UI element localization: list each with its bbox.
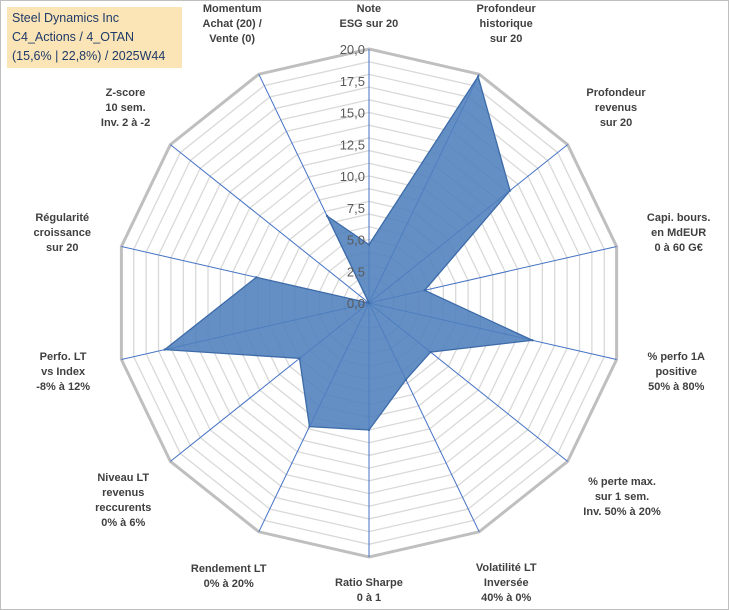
chart-title: Steel Dynamics Inc bbox=[12, 11, 119, 25]
axis-label-note-esg: Note ESG sur 20 bbox=[340, 2, 399, 32]
axis-label-line: revenus bbox=[102, 487, 145, 500]
chart-period: (15,6% | 22,8%) / 2025W44 bbox=[12, 49, 166, 63]
spoke-z-score bbox=[170, 144, 370, 304]
tick-label: 7,5 bbox=[347, 201, 365, 216]
axis-label-line: positive bbox=[655, 365, 698, 378]
axis-label-line: Inv. 50% à 20% bbox=[583, 505, 661, 518]
axis-label-line: revenus bbox=[594, 102, 638, 115]
tick-label: 15,0 bbox=[340, 106, 365, 121]
data-point-regularite-croissance bbox=[255, 276, 258, 279]
axis-label-line: sur 20 bbox=[489, 33, 523, 45]
axis-label-line: Momentum bbox=[202, 3, 262, 15]
axis-label-perte-max: % perte max. sur 1 sem. Inv. 50% à 20% bbox=[583, 475, 660, 520]
axis-label-line: 40% à 0% bbox=[481, 591, 532, 604]
axis-label-momentum: Momentum Achat (20) / Vente (0) bbox=[203, 2, 262, 47]
axis-label-line: 50% à 80% bbox=[648, 380, 705, 393]
axis-label-regularite-croissance: Régularité croissance sur 20 bbox=[34, 211, 91, 256]
axis-label-line: Perfo. LT bbox=[39, 350, 87, 363]
data-point-capi-bours bbox=[423, 289, 426, 292]
tick-label: 10,0 bbox=[340, 169, 365, 184]
tick-label: 0,0 bbox=[347, 296, 365, 311]
axis-label-profondeur-historique: Profondeur historique sur 20 bbox=[477, 2, 536, 47]
data-point-profondeur-revenus bbox=[508, 189, 512, 192]
axis-label-perfo-lt-vs-index: Perfo. LT vs Index -8% à 12% bbox=[36, 350, 90, 395]
axis-label-line: ESG sur 20 bbox=[339, 18, 399, 30]
axis-label-line: Inversée bbox=[483, 576, 529, 589]
axis-label-line: Régularité bbox=[35, 212, 90, 225]
axis-label-rendement-lt: Rendement LT 0% à 20% bbox=[191, 562, 267, 592]
data-point-ratio-sharpe bbox=[367, 428, 371, 432]
data-point-profondeur-historique bbox=[476, 75, 480, 78]
data-point-volatilite-lt bbox=[404, 378, 408, 381]
axis-label-line: 0 à 1 bbox=[356, 592, 382, 604]
axis-label-line: Capi. bours. bbox=[646, 212, 711, 225]
chart-title-box: Steel Dynamics Inc C4_Actions / 4_OTAN (… bbox=[7, 7, 182, 68]
axis-label-line: en MdEUR bbox=[651, 227, 707, 240]
axis-label-line: sur 20 bbox=[599, 117, 633, 130]
tick-label: 12,5 bbox=[340, 137, 365, 152]
axis-label-line: Inv. 2 à -2 bbox=[100, 117, 151, 130]
data-point-perte-max bbox=[429, 350, 432, 354]
axis-label-line: Z-score bbox=[105, 87, 146, 100]
data-point-perfo-1a-positive bbox=[531, 339, 534, 342]
axis-label-line: 0% à 6% bbox=[101, 517, 146, 530]
axis-label-niveau-lt-revenus: Niveau LT revenus reccurents 0% à 6% bbox=[95, 471, 151, 531]
tick-label: 2,5 bbox=[347, 264, 365, 279]
data-point-note-esg bbox=[367, 243, 371, 246]
axis-label-line: sur 1 sem. bbox=[594, 490, 650, 503]
axis-label-line: 0 à 60 G€ bbox=[654, 242, 703, 255]
axis-label-line: croissance bbox=[33, 227, 91, 240]
axis-label-line: % perfo 1A bbox=[647, 350, 705, 363]
axis-label-line: Niveau LT bbox=[97, 472, 150, 485]
axis-label-line: 0% à 20% bbox=[203, 578, 254, 591]
data-point-rendement-lt bbox=[308, 425, 311, 428]
axis-label-line: Volatilité LT bbox=[475, 561, 537, 574]
axis-label-volatilite-lt: Volatilité LT Inversée 40% à 0% bbox=[476, 561, 537, 606]
data-point-z-score bbox=[367, 301, 371, 305]
axis-label-capi-bours: Capi. bours. en MdEUR 0 à 60 G€ bbox=[647, 211, 711, 256]
axis-label-perfo-1a-positive: % perfo 1A positive 50% à 80% bbox=[648, 350, 705, 395]
data-point-momentum bbox=[325, 214, 329, 218]
axis-label-line: Note bbox=[356, 3, 382, 15]
axis-label-line: Vente (0) bbox=[209, 33, 256, 45]
axis-label-line: Profondeur bbox=[476, 3, 536, 15]
axis-label-line: Ratio Sharpe bbox=[335, 577, 403, 589]
axis-label-ratio-sharpe: Ratio Sharpe 0 à 1 bbox=[335, 576, 403, 606]
axis-label-line: sur 20 bbox=[46, 242, 79, 255]
axis-label-profondeur-revenus: Profondeur revenus sur 20 bbox=[586, 86, 645, 131]
data-point-niveau-lt-revenus bbox=[298, 357, 301, 360]
data-point-perfo-lt-vs-index bbox=[163, 348, 166, 351]
axis-label-line: 10 sem. bbox=[105, 102, 146, 115]
axis-label-z-score: Z-score 10 sem. Inv. 2 à -2 bbox=[101, 86, 150, 131]
axis-label-line: Achat (20) / bbox=[202, 18, 262, 30]
axis-label-line: Profondeur bbox=[586, 87, 646, 100]
tick-label: 20,0 bbox=[340, 42, 365, 57]
axis-label-line: vs Index bbox=[41, 365, 86, 378]
axis-label-line: -8% à 12% bbox=[36, 380, 90, 393]
chart-subtitle: C4_Actions / 4_OTAN bbox=[12, 30, 135, 44]
tick-label: 5,0 bbox=[347, 233, 365, 248]
tick-label: 17,5 bbox=[340, 74, 365, 89]
axis-label-line: historique bbox=[479, 18, 533, 30]
axis-label-line: Rendement LT bbox=[190, 563, 267, 576]
axis-label-line: % perte max. bbox=[588, 475, 656, 488]
axis-label-line: reccurents bbox=[95, 502, 152, 515]
